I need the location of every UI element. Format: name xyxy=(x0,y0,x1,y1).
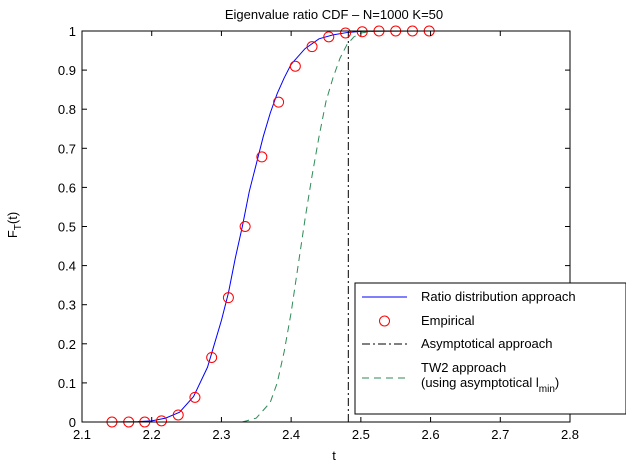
legend-label-tw2-line1: TW2 approach xyxy=(421,360,506,375)
x-tick-label-6: 2.7 xyxy=(491,427,509,442)
series-line-tw2 xyxy=(242,30,375,423)
empirical-point-8 xyxy=(239,221,251,232)
legend-label-tw2-line2: (using asymptotical lmin) xyxy=(421,375,559,395)
legend-label-ratio: Ratio distribution approach xyxy=(421,289,576,304)
x-tick-label-1: 2.2 xyxy=(143,427,161,442)
empirical-point-14 xyxy=(340,27,352,39)
y-tick-label-6: 0.6 xyxy=(58,180,76,195)
x-tick-label-4: 2.5 xyxy=(352,427,370,442)
empirical-point-10 xyxy=(273,96,285,108)
x-axis-label: t xyxy=(332,448,336,463)
y-tick-label-3: 0.3 xyxy=(58,298,76,313)
x-tick-label-7: 2.8 xyxy=(561,427,579,442)
y-tick-label-9: 0.9 xyxy=(58,63,76,78)
y-tick-label-5: 0.5 xyxy=(58,220,76,235)
series-line-ratio-distribution xyxy=(109,30,431,423)
x-tick-label-5: 2.6 xyxy=(422,427,440,442)
legend-box xyxy=(354,282,626,415)
y-tick-label-7: 0.7 xyxy=(58,141,76,156)
y-axis-label-subscript: T xyxy=(13,224,24,230)
y-tick-label-4: 0.4 xyxy=(58,259,76,274)
y-tick-label-1: 0.1 xyxy=(58,376,76,391)
empirical-point-6 xyxy=(206,351,218,363)
y-axis-label-main: F xyxy=(5,230,20,238)
empirical-point-4 xyxy=(172,409,184,421)
empirical-point-12 xyxy=(306,41,318,53)
empirical-point-3 xyxy=(155,415,167,427)
legend-label-tw2-line2-sub: min xyxy=(539,384,555,395)
y-axis-label-rest: (t) xyxy=(5,212,20,224)
chart-title: Eigenvalue ratio CDF – N=1000 K=50 xyxy=(225,7,443,22)
legend-label-tw2-line2-post: ) xyxy=(555,375,559,390)
empirical-point-11 xyxy=(289,60,301,72)
x-tick-label-0: 2.1 xyxy=(73,427,91,442)
y-tick-label-2: 0.2 xyxy=(58,337,76,352)
empirical-point-13 xyxy=(323,31,335,43)
legend-label-empirical: Empirical xyxy=(421,313,475,328)
x-tick-label-3: 2.4 xyxy=(282,427,300,442)
legend-label-tw2-line2-pre: (using asymptotical l xyxy=(421,375,539,390)
empirical-point-5 xyxy=(189,391,201,403)
y-tick-label-0: 0 xyxy=(69,415,76,430)
empirical-point-15 xyxy=(356,26,368,38)
y-tick-label-10: 1 xyxy=(69,24,76,39)
legend: Ratio distribution approach Empirical As… xyxy=(354,282,626,415)
legend-swatch-empirical xyxy=(379,315,390,327)
y-tick-label-8: 0.8 xyxy=(58,102,76,117)
y-axis-label: FT(t) xyxy=(5,212,24,238)
empirical-point-7 xyxy=(222,292,234,304)
legend-label-asymptotical: Asymptotical approach xyxy=(421,336,553,351)
x-tick-label-2: 2.3 xyxy=(212,427,230,442)
empirical-point-9 xyxy=(256,151,268,163)
